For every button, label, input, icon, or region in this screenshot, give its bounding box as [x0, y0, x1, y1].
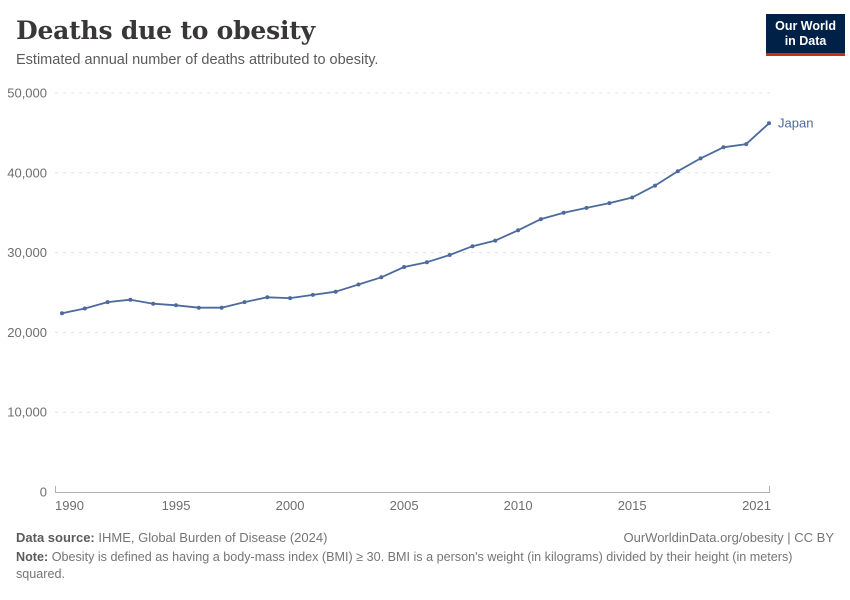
data-point[interactable] — [516, 228, 521, 233]
y-tick-label: 0 — [40, 485, 47, 500]
data-point[interactable] — [630, 195, 635, 200]
x-tick-label: 1990 — [55, 498, 84, 513]
x-tick-label: 2005 — [390, 498, 419, 513]
note-label: Note: — [16, 550, 49, 564]
data-point[interactable] — [174, 303, 178, 308]
data-point[interactable] — [219, 305, 224, 310]
data-point[interactable] — [82, 306, 87, 311]
data-point[interactable] — [356, 282, 361, 287]
x-tick-label: 1995 — [162, 498, 191, 513]
entity-label[interactable]: Japan — [778, 115, 813, 130]
chart-header: Deaths due to obesity Estimated annual n… — [0, 0, 850, 80]
rights-link[interactable]: OurWorldinData.org/obesity | CC BY — [623, 530, 835, 545]
data-source-label: Data source: — [16, 530, 95, 545]
x-tick-label: 2015 — [618, 498, 647, 513]
data-line-japan[interactable] — [61, 122, 770, 315]
data-point[interactable] — [607, 201, 612, 206]
chart-footer: Data source: IHME, Global Burden of Dise… — [16, 530, 834, 583]
data-point[interactable] — [447, 253, 452, 257]
data-source-text[interactable]: IHME, Global Burden of Disease (2024) — [98, 530, 328, 545]
logo-accent-bar — [766, 52, 845, 56]
data-point[interactable] — [402, 265, 407, 269]
y-tick-label: 40,000 — [7, 165, 47, 180]
data-point[interactable] — [60, 311, 64, 316]
x-tick-label: 2000 — [276, 498, 305, 513]
data-point[interactable] — [653, 183, 657, 188]
data-point[interactable] — [721, 145, 726, 150]
data-point[interactable] — [767, 121, 771, 126]
y-tick-label: 10,000 — [7, 405, 47, 420]
data-point[interactable] — [128, 297, 133, 302]
data-source-line: Data source: IHME, Global Burden of Dise… — [16, 530, 327, 545]
data-point[interactable] — [310, 292, 315, 297]
data-point[interactable] — [744, 142, 749, 147]
x-tick-label: 2021 — [742, 498, 771, 513]
y-tick-label: 30,000 — [7, 245, 47, 260]
data-point[interactable] — [424, 260, 429, 265]
note-text: Obesity is defined as having a body-mass… — [16, 550, 793, 581]
data-point[interactable] — [333, 289, 338, 294]
data-point[interactable] — [698, 156, 703, 161]
data-point[interactable] — [105, 300, 110, 305]
page-title: Deaths due to obesity — [16, 16, 315, 45]
owid-logo[interactable]: Our World in Data — [766, 14, 845, 56]
y-tick-label: 50,000 — [7, 86, 47, 101]
data-point[interactable] — [538, 217, 543, 222]
data-point[interactable] — [196, 305, 201, 310]
data-point[interactable] — [493, 238, 498, 243]
logo-line2: in Data — [784, 34, 827, 48]
data-point[interactable] — [379, 275, 384, 280]
data-point[interactable] — [242, 300, 247, 305]
logo-line1: Our World — [775, 19, 836, 33]
note-line: Note: Obesity is defined as having a bod… — [16, 549, 834, 583]
data-point[interactable] — [584, 205, 589, 210]
data-point[interactable] — [265, 295, 270, 300]
data-point[interactable] — [470, 244, 475, 249]
data-point[interactable] — [288, 296, 293, 301]
data-point[interactable] — [561, 210, 566, 215]
data-point[interactable] — [151, 301, 156, 306]
page-subtitle: Estimated annual number of deaths attrib… — [16, 52, 379, 68]
x-tick-label: 2010 — [504, 498, 533, 513]
y-tick-label: 20,000 — [7, 325, 47, 340]
data-point[interactable] — [675, 169, 680, 174]
